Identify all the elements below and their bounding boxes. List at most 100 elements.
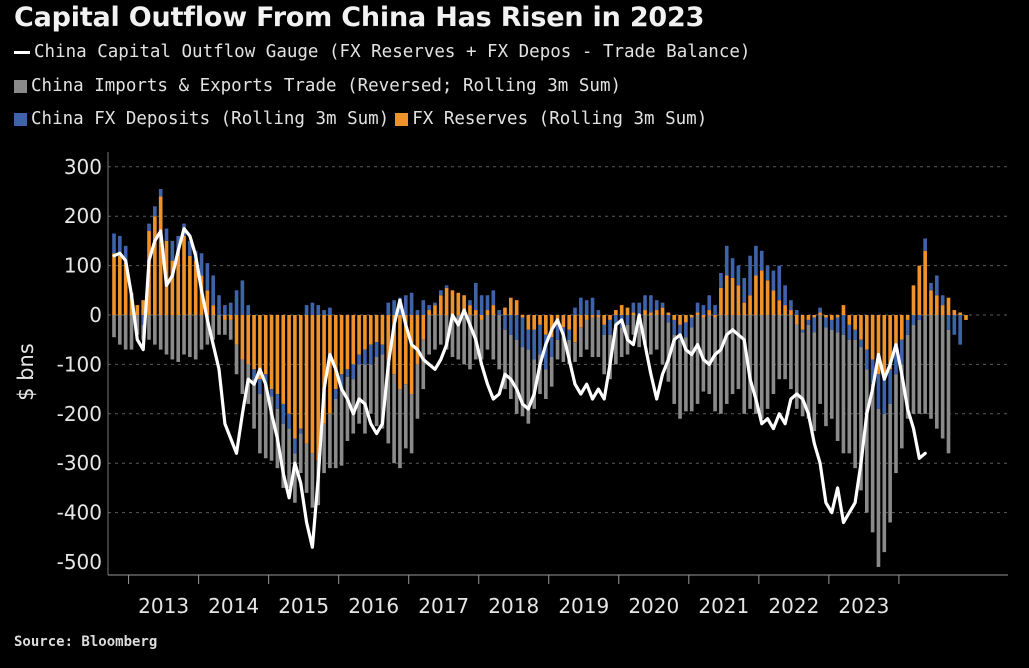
bar-trade [619, 327, 624, 357]
legend-swatch-gray [14, 79, 27, 93]
bar-trade [730, 315, 735, 395]
bar-reserves [777, 300, 782, 315]
y-axis-ticks: 300 200 100 0 -100 -200 -300 -400 -500 [57, 152, 109, 575]
bar-reserves [870, 315, 875, 360]
bar-deposits [263, 374, 268, 385]
bar-deposits [818, 307, 822, 313]
bar-deposits [940, 295, 945, 306]
bar-deposits [654, 300, 659, 311]
legend-swatch-blue [14, 112, 27, 126]
bar-reserves [182, 235, 186, 315]
bar-reserves [193, 260, 198, 315]
bar-deposits [923, 238, 927, 251]
bar-trade [240, 359, 245, 395]
bar-reserves [141, 300, 145, 315]
bar-reserves [339, 315, 344, 375]
bar-trade [923, 315, 927, 414]
bar-reserves [544, 315, 548, 335]
bar-series [112, 189, 968, 567]
legend-label: FX Reserves (Rolling 3m Sum) [412, 109, 708, 129]
bar-deposits [707, 295, 712, 311]
bar-reserves [421, 315, 426, 340]
bar-trade [444, 315, 449, 350]
bar-trade [649, 315, 653, 355]
bar-trade [684, 337, 688, 412]
bar-reserves [800, 315, 805, 330]
bar-reserves [818, 312, 822, 315]
bar-deposits [473, 282, 478, 311]
bar-reserves [304, 315, 309, 444]
bar-reserves [917, 265, 922, 315]
gauge-line-layer [112, 227, 927, 549]
bar-deposits [829, 319, 834, 330]
bar-trade [672, 334, 677, 404]
bar-deposits [935, 275, 939, 296]
bar-trade [917, 319, 922, 414]
bar-deposits [701, 305, 706, 315]
bar-trade [438, 315, 443, 345]
bar-reserves [672, 315, 677, 320]
bar-reserves [812, 315, 817, 318]
bar-reserves [946, 297, 951, 315]
bar-reserves [427, 310, 431, 315]
bar-trade [135, 315, 140, 335]
bar-reserves [958, 312, 962, 315]
bar-deposits [509, 315, 513, 335]
bar-reserves [118, 255, 122, 315]
bar-reserves [223, 315, 227, 320]
bar-trade [911, 324, 916, 414]
bar-deposits [853, 329, 857, 340]
bar-reserves [847, 315, 852, 325]
bar-trade [707, 315, 712, 395]
bar-trade [876, 408, 881, 567]
legend-label: China Capital Outflow Gauge (FX Reserves… [34, 42, 751, 62]
bar-trade [269, 396, 274, 461]
bar-reserves [631, 312, 636, 315]
bar-deposits [380, 344, 385, 355]
bar-trade [339, 386, 344, 466]
bar-deposits [444, 285, 449, 288]
x-tick-label: 2013 [138, 594, 189, 618]
bar-trade [561, 337, 566, 362]
bar-deposits [123, 245, 128, 264]
bar-deposits [462, 315, 466, 318]
bar-deposits [275, 394, 280, 409]
bar-deposits [298, 428, 303, 434]
y-tick-label: 100 [64, 254, 102, 278]
bar-trade [374, 356, 379, 427]
bar-deposits [567, 329, 571, 340]
bar-reserves [730, 277, 735, 315]
x-tick-label: 2015 [278, 594, 329, 618]
bar-reserves [456, 292, 461, 315]
bar-reserves [403, 315, 408, 385]
bar-trade [800, 332, 805, 417]
bar-reserves [602, 315, 607, 325]
bar-trade [637, 317, 642, 348]
bar-trade [468, 315, 472, 370]
bar-trade [357, 364, 361, 424]
bar-trade [713, 317, 717, 412]
bar-reserves [940, 305, 945, 315]
bar-reserves [170, 260, 175, 315]
bar-trade [333, 398, 338, 469]
bar-trade [870, 384, 875, 533]
bar-deposits [363, 349, 367, 365]
bar-reserves [829, 315, 834, 320]
bar-reserves [415, 315, 420, 365]
bar-deposits [678, 324, 682, 340]
bar-deposits [759, 250, 764, 271]
bar-reserves [503, 307, 507, 315]
bar-deposits [625, 315, 630, 325]
bar-deposits [789, 300, 793, 311]
bar-reserves [211, 305, 216, 315]
bar-reserves [398, 315, 402, 390]
bar-trade [223, 319, 227, 335]
y-tick-label: -400 [57, 501, 102, 525]
bar-deposits [503, 315, 507, 330]
bar-trade [847, 339, 852, 454]
bar-trade [351, 379, 356, 434]
y-tick-label: -100 [57, 352, 102, 376]
bar-trade [433, 315, 437, 350]
bar-trade [888, 403, 892, 523]
bar-trade [544, 369, 548, 399]
